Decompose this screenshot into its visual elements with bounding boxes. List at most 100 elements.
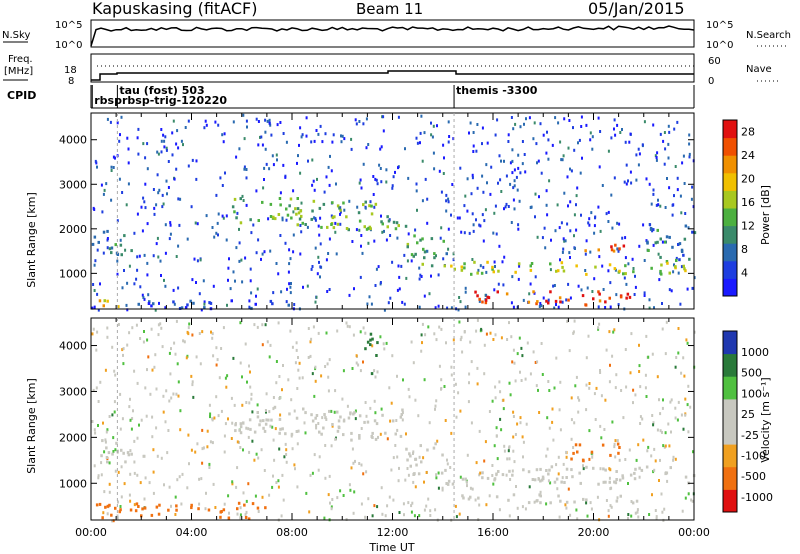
scatter-cell	[129, 418, 132, 422]
scatter-cell	[610, 505, 613, 509]
scatter-cell	[241, 194, 244, 198]
scatter-cell	[217, 414, 220, 418]
scatter-cell	[661, 302, 663, 305]
data-cell	[203, 306, 206, 310]
scatter-cell	[248, 450, 251, 454]
data-cell	[386, 215, 389, 219]
scatter-cell	[585, 383, 588, 387]
scatter-cell	[183, 340, 186, 344]
data-cell	[477, 496, 480, 500]
data-cell	[97, 240, 100, 244]
scatter-cell	[195, 355, 198, 359]
data-cell	[671, 245, 674, 249]
data-cell	[243, 503, 246, 507]
x-tick-label: 00:00	[678, 526, 710, 539]
scatter-cell	[110, 165, 113, 169]
data-cell	[394, 227, 398, 231]
data-cell	[381, 222, 384, 226]
scatter-cell	[94, 259, 97, 263]
scatter-cell	[348, 199, 351, 203]
data-cell	[562, 269, 566, 273]
scatter-cell	[690, 498, 693, 502]
scatter-cell	[247, 482, 250, 486]
data-cell	[549, 501, 552, 505]
scatter-cell	[508, 381, 511, 385]
scatter-cell	[242, 199, 245, 202]
scatter-cell	[355, 228, 358, 232]
scatter-cell	[290, 398, 293, 402]
scatter-cell	[334, 230, 337, 234]
data-cell	[350, 438, 353, 442]
scatter-cell	[99, 380, 102, 384]
scatter-cell	[152, 254, 155, 258]
data-cell	[683, 267, 686, 271]
data-cell	[127, 453, 131, 457]
scatter-cell	[582, 464, 584, 468]
scatter-cell	[434, 407, 436, 411]
scatter-cell	[401, 411, 404, 415]
scatter-cell	[154, 308, 157, 312]
data-cell	[545, 299, 548, 303]
data-cell	[547, 472, 550, 476]
scatter-cell	[554, 116, 557, 120]
data-cell	[349, 411, 352, 415]
scatter-cell	[156, 150, 159, 154]
scatter-cell	[466, 453, 469, 457]
scatter-cell	[116, 259, 119, 263]
scatter-cell	[404, 147, 406, 151]
data-cell	[312, 199, 316, 203]
data-cell	[604, 300, 607, 304]
scatter-cell	[486, 141, 489, 145]
scatter-cell	[596, 495, 599, 499]
scatter-cell	[389, 296, 392, 300]
data-cell	[517, 262, 521, 266]
scatter-cell	[94, 431, 97, 435]
scatter-cell	[285, 448, 288, 452]
scatter-cell	[101, 210, 104, 214]
data-cell	[464, 477, 467, 481]
scatter-cell	[671, 203, 674, 207]
data-cell	[342, 419, 346, 423]
data-cell	[235, 216, 238, 220]
scatter-cell	[147, 355, 150, 359]
scatter-cell	[675, 356, 678, 359]
scatter-cell	[509, 478, 512, 481]
scatter-cell	[390, 468, 393, 472]
data-cell	[484, 301, 488, 305]
scatter-cell	[160, 139, 163, 143]
scatter-cell	[520, 379, 523, 382]
data-cell	[460, 265, 463, 269]
scatter-cell	[328, 183, 331, 187]
y-tick-label: 3000	[59, 178, 87, 191]
data-cell	[345, 227, 349, 230]
scatter-cell	[516, 352, 519, 356]
scatter-cell	[587, 221, 590, 225]
scatter-cell	[167, 429, 170, 432]
scatter-cell	[330, 169, 333, 173]
scatter-cell	[681, 509, 684, 513]
scatter-cell	[205, 123, 208, 127]
scatter-cell	[577, 141, 579, 145]
scatter-cell	[641, 143, 644, 147]
scatter-cell	[221, 214, 224, 218]
scatter-cell	[171, 153, 174, 157]
scatter-cell	[423, 480, 425, 484]
scatter-cell	[295, 348, 298, 352]
data-cell	[108, 247, 112, 251]
scatter-cell	[542, 296, 545, 300]
scatter-cell	[617, 303, 620, 307]
y-tick-label: 3000	[59, 385, 87, 398]
scatter-cell	[613, 127, 615, 131]
data-cell	[426, 448, 429, 452]
data-cell	[432, 446, 436, 450]
scatter-cell	[481, 126, 484, 130]
data-cell	[634, 467, 637, 471]
scatter-cell	[562, 237, 565, 241]
data-cell	[172, 300, 175, 304]
scatter-cell	[354, 459, 356, 463]
scatter-cell	[682, 356, 685, 360]
scatter-cell	[234, 279, 236, 283]
data-cell	[659, 269, 662, 273]
scatter-cell	[164, 306, 167, 310]
scatter-cell	[646, 449, 649, 453]
